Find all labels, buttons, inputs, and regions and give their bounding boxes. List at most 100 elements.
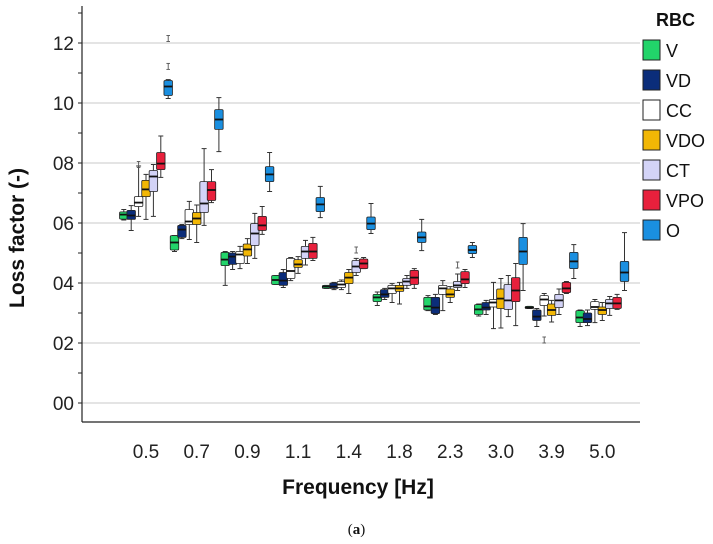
box-VDO-0.9: [242, 238, 253, 264]
box-VD-1.1: [278, 269, 288, 288]
box-VPO-3.9: [561, 281, 572, 294]
legend: RBC V VD CC VDO CT VPO O: [642, 10, 705, 241]
box-body: [430, 296, 441, 314]
box-VD-3.9: [532, 308, 542, 327]
legend-title: RBC: [656, 10, 695, 30]
x-tick-label: 2.3: [437, 442, 463, 463]
box-body: [460, 271, 470, 285]
grid-lines: [82, 42, 640, 404]
legend-label-CT: CT: [666, 161, 690, 181]
legend-swatch-VPO: [642, 189, 661, 211]
x-tick-label: 5.0: [589, 442, 615, 463]
x-tick-label: 3.9: [538, 442, 564, 463]
box-O-1.1: [315, 185, 325, 219]
box-VDO-1.1: [293, 256, 303, 274]
box-VPO-0.9: [257, 206, 267, 235]
box-body: [133, 196, 144, 207]
y-tick-label: 10: [53, 94, 74, 115]
caption-open-paren: (: [347, 522, 353, 538]
legend-label-VD: VD: [666, 71, 691, 91]
legend-label-CC: CC: [666, 101, 692, 121]
legend-swatch-VD: [642, 69, 661, 91]
box-CT-0.9: [250, 212, 260, 259]
y-axis-title: Loss factor (-): [6, 168, 29, 308]
loss-factor-boxplot-chart: 00 02 04 06 08 10 12 0.5 0.7 0.9 1.1 1.4 1.8 2.3 3.0 3…: [6, 6, 706, 499]
box-CT-2.3: [452, 261, 463, 291]
box-VPO-0.5: [156, 135, 166, 178]
x-tick-label: 0.9: [234, 442, 260, 463]
y-tick-labels: 00 02 04 06 08 10 12: [53, 34, 75, 415]
y-tick-label: 08: [53, 154, 74, 175]
box-CT-5.0: [605, 296, 615, 316]
box-VPO-1.4: [358, 257, 369, 270]
box-V-3.9: [524, 305, 535, 309]
box-VD-0.7: [177, 224, 187, 240]
box-CT-1.4: [351, 246, 361, 276]
box-VD-1.8: [380, 287, 390, 300]
box-CC-3.9: [539, 293, 549, 344]
box-VDO-3.9: [546, 299, 557, 323]
x-tick-label: 0.7: [183, 442, 209, 463]
box-CC-1.8: [387, 283, 397, 303]
box-VDO-0.7: [192, 204, 202, 243]
legend-swatch-CT: [642, 159, 661, 181]
x-tick-label: 3.0: [488, 442, 514, 463]
legend-swatch-O: [642, 219, 661, 241]
box-VD-2.3: [430, 293, 441, 315]
box-body: [445, 288, 455, 298]
x-tick-labels: 0.5 0.7 0.9 1.1 1.4 1.8 2.3 3.0 3.9 5.0: [133, 442, 616, 463]
legend-label-O: O: [666, 221, 680, 241]
box-body: [278, 272, 288, 286]
box-VDO-1.4: [344, 269, 354, 294]
box-VDO-2.3: [445, 286, 455, 303]
box-CT-0.7: [199, 148, 209, 226]
box-body: [539, 295, 549, 306]
box-O-3.0: [518, 223, 528, 291]
box-body: [250, 223, 260, 246]
legend-label-V: V: [666, 41, 678, 61]
box-body: [286, 257, 296, 279]
box-VPO-0.7: [206, 169, 217, 204]
box-body: [582, 312, 593, 324]
box-VD-5.0: [582, 309, 593, 327]
box-V-5.0: [575, 309, 585, 327]
box-CC-5.0: [590, 299, 600, 324]
box-VDO-1.8: [394, 281, 405, 305]
box-O-0.5: [163, 35, 173, 99]
x-axis-title: Frequency [Hz]: [282, 476, 434, 499]
box-body: [206, 181, 217, 201]
x-tick-label: 1.4: [336, 442, 363, 463]
box-CT-3.0: [503, 275, 513, 318]
y-tick-label: 12: [53, 34, 74, 55]
box-CC-0.5: [133, 161, 144, 217]
legend-label-VDO: VDO: [666, 131, 705, 151]
x-tick-label: 0.5: [133, 442, 159, 463]
y-tick-label: 06: [53, 214, 74, 235]
box-O-0.9: [264, 152, 275, 192]
x-tick-label: 1.1: [285, 442, 311, 463]
legend-swatch-VDO: [642, 129, 661, 151]
box-body: [257, 215, 267, 231]
box-VPO-2.3: [460, 269, 470, 288]
y-tick-label: 02: [53, 334, 74, 355]
y-tick-label: 04: [53, 274, 75, 295]
box-CC-1.4: [336, 279, 347, 291]
box-CT-1.1: [300, 239, 311, 266]
caption-close-paren: ): [360, 522, 366, 538]
box-O-2.3: [467, 242, 478, 258]
box-body: [532, 309, 542, 321]
box-O-1.8: [417, 218, 427, 252]
box-O-3.9: [569, 244, 579, 279]
box-V-1.8: [372, 291, 382, 306]
box-VPO-5.0: [612, 293, 622, 310]
box-VPO-3.0: [511, 263, 521, 327]
x-tick-label: 1.8: [386, 442, 412, 463]
box-body: [619, 260, 630, 282]
box-VDO-5.0: [597, 302, 607, 321]
box-CT-0.5: [148, 164, 159, 217]
legend-swatch-V: [642, 39, 661, 61]
y-tick-label: 00: [53, 394, 74, 415]
box-VD-0.5: [126, 205, 136, 231]
box-VPO-1.8: [409, 268, 419, 289]
box-V-2.3: [423, 295, 433, 312]
